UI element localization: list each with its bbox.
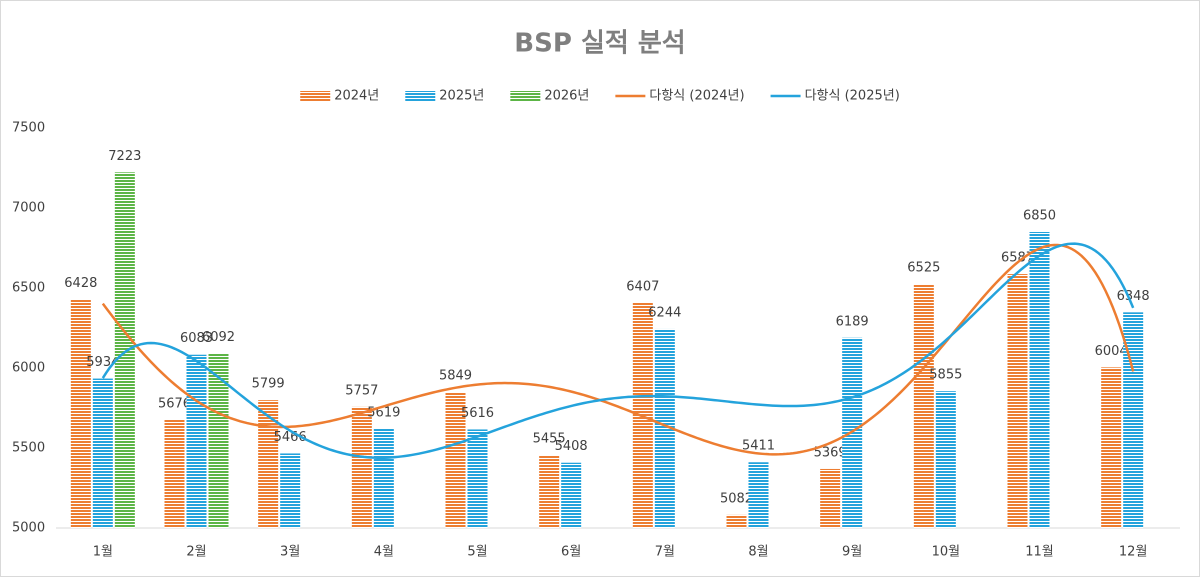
bar xyxy=(280,453,301,528)
data-label: 6407 xyxy=(626,279,659,294)
x-tick-label: 5월 xyxy=(467,545,487,560)
trendline xyxy=(101,242,1135,459)
bar xyxy=(748,462,769,528)
y-tick-label: 6500 xyxy=(12,281,45,296)
bar xyxy=(186,354,207,528)
y-tick-label: 5000 xyxy=(12,521,45,536)
bar xyxy=(114,172,135,528)
bar xyxy=(1101,367,1122,528)
legend-label: 다항식 (2025년) xyxy=(805,89,900,104)
y-tick-label: 5500 xyxy=(12,441,45,456)
bar xyxy=(654,328,675,528)
data-label: 6092 xyxy=(202,330,235,345)
x-tick-label: 7월 xyxy=(655,545,675,560)
x-tick-label: 9월 xyxy=(842,545,862,560)
bar xyxy=(467,429,488,528)
data-label: 5369 xyxy=(814,445,847,460)
bar xyxy=(70,299,91,528)
x-tick-label: 3월 xyxy=(280,545,300,560)
bar xyxy=(726,514,747,528)
data-label: 5466 xyxy=(274,430,307,445)
data-label: 5411 xyxy=(742,439,775,454)
bar xyxy=(208,353,229,528)
data-label: 6348 xyxy=(1117,289,1150,304)
legend-label: 2024년 xyxy=(334,89,379,104)
data-label: 5408 xyxy=(555,439,588,454)
data-label: 5616 xyxy=(461,406,494,421)
legend-swatch xyxy=(300,91,331,101)
bar xyxy=(539,455,560,528)
x-tick-label: 12월 xyxy=(1119,545,1148,560)
data-label: 6428 xyxy=(64,276,97,291)
x-tick-label: 10월 xyxy=(932,545,961,560)
data-label: 5757 xyxy=(345,383,378,398)
bar xyxy=(445,392,466,528)
data-label: 5455 xyxy=(533,432,566,447)
y-tick-label: 6000 xyxy=(12,361,45,376)
x-tick-label: 11월 xyxy=(1025,545,1054,560)
data-label: 6083 xyxy=(180,331,213,346)
bar xyxy=(92,378,113,528)
y-tick-label: 7500 xyxy=(12,121,45,136)
bar xyxy=(820,468,841,528)
legend-label: 2026년 xyxy=(544,89,589,104)
x-tick-label: 4월 xyxy=(374,545,394,560)
data-label: 5799 xyxy=(252,377,285,392)
data-label: 6850 xyxy=(1023,209,1056,224)
data-label: 5855 xyxy=(929,368,962,383)
bar xyxy=(913,284,934,528)
data-label: 6587 xyxy=(1001,251,1034,266)
bar xyxy=(1029,232,1050,528)
bar xyxy=(351,406,372,528)
x-tick-label: 2월 xyxy=(186,545,206,560)
bar xyxy=(164,419,185,528)
x-tick-label: 8월 xyxy=(748,545,768,560)
data-label: 5619 xyxy=(367,405,400,420)
data-label: 6244 xyxy=(648,305,681,320)
legend-swatch xyxy=(405,91,436,101)
legend-label: 2025년 xyxy=(439,89,484,104)
trendline xyxy=(101,243,1135,456)
data-label: 7223 xyxy=(108,149,141,164)
legend: 2024년 2025년 2026년 다항식 (2024년) 다항식 (2025년) xyxy=(300,89,900,104)
bar xyxy=(1007,274,1028,528)
x-tick-label: 6월 xyxy=(561,545,581,560)
chart-title: BSP 실적 분석 xyxy=(514,29,685,59)
bar xyxy=(258,400,279,528)
legend-swatch xyxy=(510,91,541,101)
data-label: 6525 xyxy=(907,261,940,276)
bar xyxy=(373,428,394,528)
y-tick-label: 7000 xyxy=(12,201,45,216)
data-label: 6189 xyxy=(836,314,869,329)
bar xyxy=(935,391,956,528)
legend-label: 다항식 (2024년) xyxy=(649,89,744,104)
x-tick-label: 1월 xyxy=(93,545,113,560)
data-label: 5676 xyxy=(158,396,191,411)
data-label: 5849 xyxy=(439,369,472,384)
data-label: 6004 xyxy=(1095,344,1128,359)
bar xyxy=(1123,312,1144,528)
data-label: 5082 xyxy=(720,491,753,506)
bar xyxy=(561,462,582,528)
